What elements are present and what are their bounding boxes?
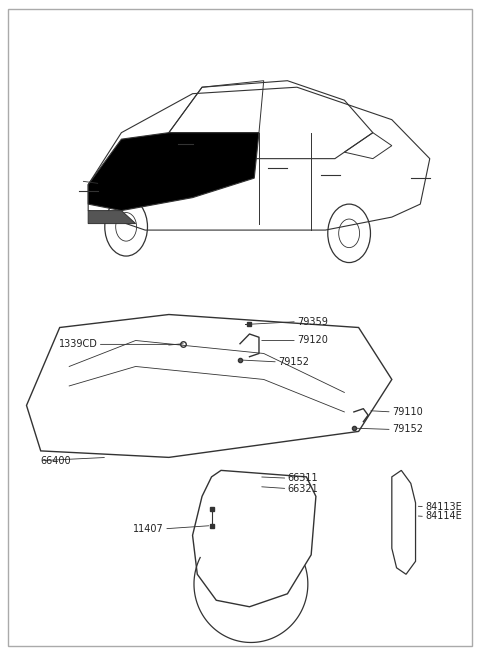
- Text: 66400: 66400: [41, 456, 72, 466]
- Text: 79152: 79152: [392, 424, 423, 434]
- Text: 79359: 79359: [297, 316, 328, 327]
- Text: 1339CD: 1339CD: [59, 339, 97, 349]
- Text: 84113E: 84113E: [425, 502, 462, 512]
- Polygon shape: [88, 211, 136, 223]
- Text: 66321: 66321: [288, 483, 318, 494]
- Polygon shape: [88, 133, 259, 211]
- Text: 79120: 79120: [297, 335, 328, 345]
- Text: 84114E: 84114E: [425, 512, 462, 521]
- Text: 11407: 11407: [133, 524, 164, 534]
- Text: 79110: 79110: [392, 407, 422, 417]
- Text: 66311: 66311: [288, 473, 318, 483]
- Text: 79152: 79152: [278, 357, 309, 367]
